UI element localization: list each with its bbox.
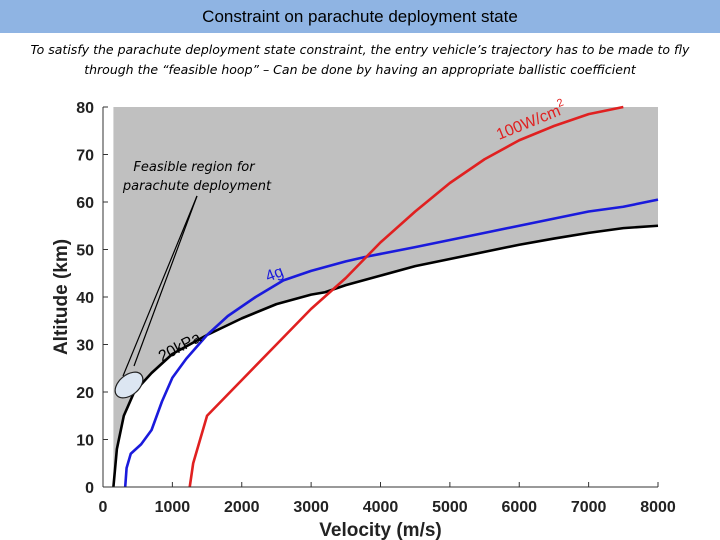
x-tick-label: 1000 [155, 499, 191, 516]
x-tick-label: 4000 [363, 499, 399, 516]
y-tick-label: 0 [85, 480, 94, 497]
y-tick-label: 60 [76, 195, 94, 212]
series-line-3 [188, 105, 624, 488]
axes: 0 1000 2000 3000 4000 5000 6000 7000 8000 0 10 20 30… [51, 100, 676, 540]
pointer-line-1 [133, 195, 198, 367]
y-tick-label: 30 [76, 338, 94, 355]
x-tick-label: 6000 [501, 499, 537, 516]
y-tick-label: 40 [76, 290, 94, 307]
x-tick-label: 0 [99, 499, 108, 516]
label-100w-superscript: 2 [555, 97, 565, 110]
feasible-region-shading [113, 107, 658, 487]
y-tick-label: 10 [76, 433, 94, 450]
y-axis-label: Altitude (km) [51, 239, 72, 355]
subtitle-line-1: To satisfy the parachute deployment stat… [30, 42, 690, 57]
x-tick-label: 5000 [432, 499, 468, 516]
y-tick-label: 20 [76, 385, 94, 402]
pointer-line-2 [122, 195, 198, 377]
subtitle-line-2: through the “feasible hoop” – Can be don… [84, 62, 636, 77]
x-tick-label: 8000 [640, 499, 676, 516]
feasible-region-label-line2: parachute deployment [122, 179, 272, 194]
x-tick-label: 2000 [224, 499, 260, 516]
label-4g: 4g [263, 263, 286, 285]
x-tick-label: 3000 [293, 499, 329, 516]
series-line-2 [123, 198, 659, 488]
slide-title: Constraint on parachute deployment state [202, 6, 518, 26]
plot-area [113, 107, 658, 487]
feasible-region-label-line1: Feasible region for [133, 160, 256, 175]
y-tick-label: 50 [76, 243, 94, 260]
x-tick-label: 7000 [571, 499, 607, 516]
slide-subtitle: To satisfy the parachute deployment stat… [8, 40, 712, 80]
title-bar: Constraint on parachute deployment state [0, 0, 720, 33]
y-tick-label: 70 [76, 148, 94, 165]
y-tick-label: 80 [76, 100, 94, 117]
x-axis-label: Velocity (m/s) [319, 520, 442, 540]
feasible-hoop [114, 371, 144, 399]
